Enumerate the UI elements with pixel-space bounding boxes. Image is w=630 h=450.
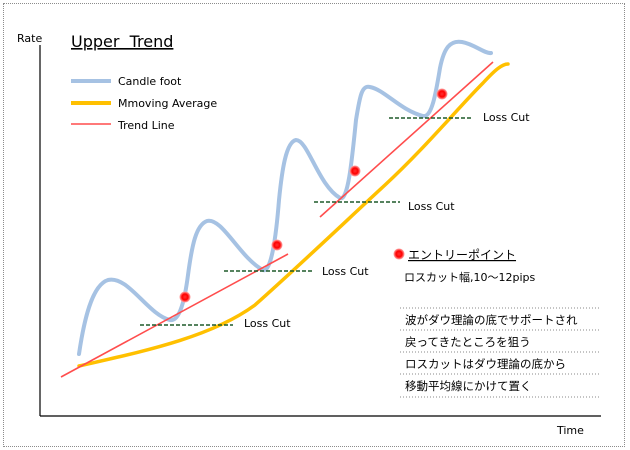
moving-average-series: [77, 62, 510, 368]
entry-point-legend-label: エントリーポイント: [408, 248, 516, 262]
legend-label-trend: Trend Line: [117, 119, 175, 132]
note-line-1: 波がダウ理論の底でサポートされ: [405, 313, 578, 327]
legend-label-ma: Mmoving Average: [118, 97, 217, 110]
entry-point-legend-dot: [393, 248, 405, 260]
entry-point-2: [271, 239, 283, 251]
chart-frame: [3, 3, 625, 447]
notes-box: 波がダウ理論の底でサポートされ 戻ってきたところを狙う ロスカットはダウ理論の底…: [400, 307, 601, 398]
legend: Candle foot Mmoving Average Trend Line: [71, 75, 217, 132]
candle-foot-series: [77, 39, 493, 356]
loss-cut-label-3: Loss Cut: [408, 200, 455, 213]
entry-point-3: [349, 165, 361, 177]
x-axis-label: Time: [556, 424, 584, 437]
loss-cut-label-4: Loss Cut: [483, 111, 530, 124]
loss-cut-label-1: Loss Cut: [244, 317, 291, 330]
note-line-3: ロスカットはダウ理論の底から: [405, 357, 566, 371]
legend-label-candle: Candle foot: [118, 75, 182, 88]
trend-line-1: [60, 253, 289, 378]
note-line-4: 移動平均線にかけて置く: [405, 379, 532, 393]
entry-point-4: [436, 88, 448, 100]
stop-width-text: ロスカット幅,10～12pips: [404, 271, 536, 284]
y-axis-label: Rate: [17, 32, 42, 45]
note-line-2: 戻ってきたところを狙う: [405, 335, 531, 349]
chart-title: Upper Trend: [71, 32, 173, 51]
trend-line-2: [319, 61, 494, 218]
entry-point-1: [179, 291, 191, 303]
loss-cut-label-2: Loss Cut: [322, 265, 369, 278]
